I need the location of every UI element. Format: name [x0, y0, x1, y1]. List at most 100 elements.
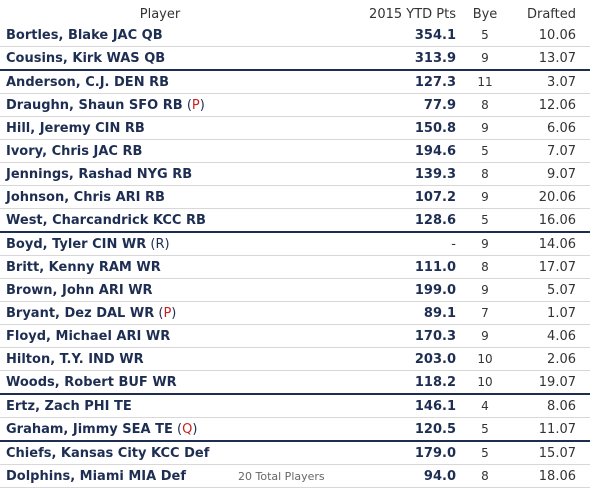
bye-cell: 9 [460, 185, 510, 209]
bye-cell: 8 [460, 255, 510, 279]
drafted-cell: 20.06 [510, 185, 590, 209]
player-name-link[interactable]: Boyd, Tyler CIN WR [6, 236, 147, 252]
pts-cell: 170.3 [320, 324, 460, 348]
bye-cell: 10 [460, 347, 510, 371]
bye-cell: 9 [460, 324, 510, 348]
bye-cell: 4 [460, 393, 510, 418]
table-row[interactable]: Ivory, Chris JAC RB 194.6 5 7.07 [0, 139, 590, 163]
drafted-cell: 3.07 [510, 69, 590, 94]
player-name-link[interactable]: Brown, John ARI WR [6, 282, 153, 298]
bye-cell: 8 [460, 162, 510, 186]
player-name-link[interactable]: Britt, Kenny RAM WR [6, 259, 161, 275]
pts-cell: 94.0 [320, 464, 460, 488]
player-name-link[interactable]: Dolphins, Miami MIA Def [6, 468, 186, 484]
pts-cell: 111.0 [320, 255, 460, 279]
pts-cell: 89.1 [320, 301, 460, 325]
pts-cell: 118.2 [320, 370, 460, 395]
player-name-link[interactable]: Graham, Jimmy SEA TE [6, 421, 173, 437]
player-name-link[interactable]: Bortles, Blake JAC QB [6, 27, 163, 43]
player-name-link[interactable]: Anderson, C.J. DEN RB [6, 74, 170, 90]
player-status-code: P [191, 97, 200, 113]
table-row[interactable]: Hill, Jeremy CIN RB 150.8 9 6.06 [0, 116, 590, 140]
pts-cell: 150.8 [320, 116, 460, 140]
bye-cell: 5 [460, 208, 510, 233]
player-name-link[interactable]: West, Charcandrick KCC RB [6, 212, 206, 228]
table-row[interactable]: Hilton, T.Y. IND WR 203.0 10 2.06 [0, 347, 590, 371]
table-row[interactable]: Brown, John ARI WR 199.0 9 5.07 [0, 278, 590, 302]
player-cell: Britt, Kenny RAM WR [0, 255, 320, 279]
player-name-link[interactable]: Hilton, T.Y. IND WR [6, 351, 144, 367]
pts-cell: 107.2 [320, 185, 460, 209]
table-row[interactable]: West, Charcandrick KCC RB 128.6 5 16.06 [0, 208, 590, 233]
roster-table: Player 2015 YTD Pts Bye Drafted Bortles,… [0, 4, 590, 488]
player-cell: Boyd, Tyler CIN WR (R) [0, 231, 320, 256]
player-cell: Draughn, Shaun SFO RB (P) [0, 93, 320, 117]
column-header-player[interactable]: Player [139, 6, 181, 22]
player-status-code: P [163, 305, 172, 321]
header-row: Player 2015 YTD Pts Bye Drafted [0, 4, 590, 24]
table-row[interactable]: Johnson, Chris ARI RB 107.2 9 20.06 [0, 185, 590, 209]
table-row[interactable]: Draughn, Shaun SFO RB (P) 77.9 8 12.06 [0, 93, 590, 117]
player-cell: Anderson, C.J. DEN RB [0, 69, 320, 94]
table-row[interactable]: Bortles, Blake JAC QB 354.1 5 10.06 [0, 24, 590, 47]
bye-cell: 5 [460, 417, 510, 442]
player-name-link[interactable]: Cousins, Kirk WAS QB [6, 50, 166, 66]
player-name-link[interactable]: Jennings, Rashad NYG RB [6, 166, 193, 182]
player-name-link[interactable]: Hill, Jeremy CIN RB [6, 120, 145, 136]
table-row[interactable]: Jennings, Rashad NYG RB 139.3 8 9.07 [0, 162, 590, 186]
player-cell: Ivory, Chris JAC RB [0, 139, 320, 163]
drafted-cell: 13.07 [510, 46, 590, 71]
player-cell: Chiefs, Kansas City KCC Def [0, 440, 320, 465]
player-name-link[interactable]: Johnson, Chris ARI RB [6, 189, 165, 205]
table-row[interactable]: Chiefs, Kansas City KCC Def 179.0 5 15.07 [0, 440, 590, 465]
bye-cell: 11 [460, 69, 510, 94]
pts-cell: 120.5 [320, 417, 460, 442]
drafted-cell: 5.07 [510, 278, 590, 302]
column-header-bye[interactable]: Bye [472, 6, 498, 22]
drafted-cell: 7.07 [510, 139, 590, 163]
pts-cell: 128.6 [320, 208, 460, 233]
drafted-cell: 8.06 [510, 393, 590, 418]
bye-cell: 9 [460, 46, 510, 71]
bye-cell: 9 [460, 116, 510, 140]
player-name-link[interactable]: Bryant, Dez DAL WR [6, 305, 155, 321]
table-row[interactable]: Britt, Kenny RAM WR 111.0 8 17.07 [0, 255, 590, 279]
player-cell: Bryant, Dez DAL WR (P) [0, 301, 320, 325]
table-row[interactable]: Ertz, Zach PHI TE 146.1 4 8.06 [0, 393, 590, 418]
player-name-link[interactable]: Chiefs, Kansas City KCC Def [6, 445, 210, 461]
pts-cell: 127.3 [320, 69, 460, 94]
table-row[interactable]: Graham, Jimmy SEA TE (Q) 120.5 5 11.07 [0, 417, 590, 442]
drafted-cell: 2.06 [510, 347, 590, 371]
player-cell: West, Charcandrick KCC RB [0, 208, 320, 233]
table-row[interactable]: Anderson, C.J. DEN RB 127.3 11 3.07 [0, 69, 590, 94]
player-name-link[interactable]: Floyd, Michael ARI WR [6, 328, 171, 344]
table-row[interactable]: Bryant, Dez DAL WR (P) 89.1 7 1.07 [0, 301, 590, 325]
player-cell: Ertz, Zach PHI TE [0, 393, 320, 418]
pts-cell: 203.0 [320, 347, 460, 371]
pts-cell: 146.1 [320, 393, 460, 418]
player-cell: Brown, John ARI WR [0, 278, 320, 302]
player-name-link[interactable]: Ertz, Zach PHI TE [6, 398, 132, 414]
player-name-link[interactable]: Woods, Robert BUF WR [6, 374, 177, 390]
player-status-badge: (P) [182, 97, 205, 113]
pts-cell: - [320, 231, 460, 256]
drafted-cell: 4.06 [510, 324, 590, 348]
footer-total: 20 Total Players [238, 470, 325, 483]
pts-cell: 313.9 [320, 46, 460, 71]
player-name-link[interactable]: Ivory, Chris JAC RB [6, 143, 143, 159]
drafted-cell: 17.07 [510, 255, 590, 279]
drafted-cell: 11.07 [510, 417, 590, 442]
player-cell: Johnson, Chris ARI RB [0, 185, 320, 209]
bye-cell: 5 [460, 139, 510, 163]
table-row[interactable]: Boyd, Tyler CIN WR (R) -9 14.06 [0, 231, 590, 256]
column-header-drafted[interactable]: Drafted [526, 6, 576, 22]
drafted-cell: 10.06 [510, 24, 590, 47]
player-cell: Cousins, Kirk WAS QB [0, 46, 320, 71]
table-row[interactable]: Cousins, Kirk WAS QB 313.9 9 13.07 [0, 46, 590, 71]
bye-cell: 8 [460, 93, 510, 117]
player-name-link[interactable]: Draughn, Shaun SFO RB [6, 97, 183, 113]
table-row[interactable]: Floyd, Michael ARI WR 170.3 9 4.06 [0, 324, 590, 348]
drafted-cell: 19.07 [510, 370, 590, 395]
table-row[interactable]: Woods, Robert BUF WR 118.2 10 19.07 [0, 370, 590, 395]
column-header-pts[interactable]: 2015 YTD Pts [369, 6, 456, 22]
